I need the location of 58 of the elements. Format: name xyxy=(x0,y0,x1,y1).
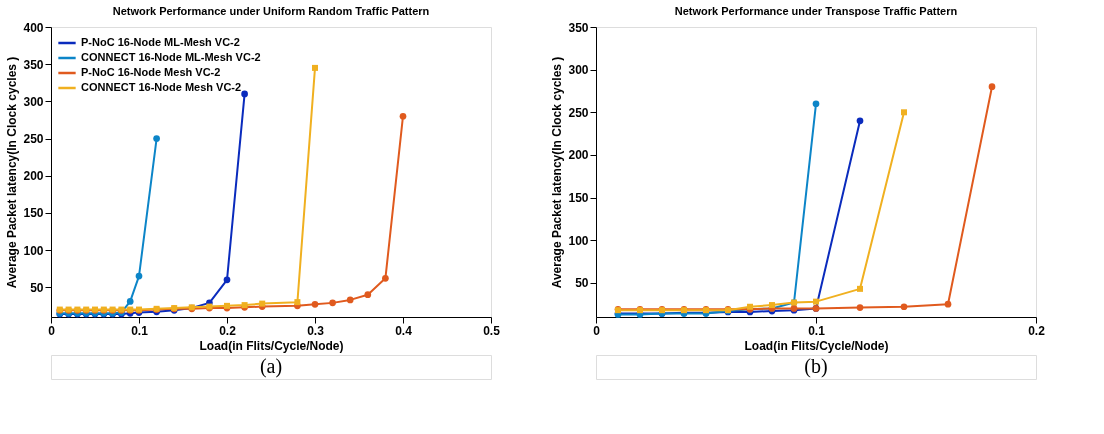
x-tick-label: 0.1 xyxy=(808,323,826,338)
point xyxy=(856,304,864,311)
x-axis-title: Load(in Flits/Cycle/Node) xyxy=(744,338,889,353)
point xyxy=(901,109,907,116)
point xyxy=(135,272,143,280)
point xyxy=(988,83,996,91)
point xyxy=(311,301,319,308)
x-tick-label: 0 xyxy=(48,323,56,338)
legend-label: CONNECT 16-Node Mesh VC-2 xyxy=(81,81,242,93)
point xyxy=(856,117,864,125)
point xyxy=(900,303,908,311)
point xyxy=(126,298,134,305)
y-tick-label: 250 xyxy=(23,132,44,147)
point xyxy=(241,90,248,98)
legend-label: P-NoC 16-Node Mesh VC-2 xyxy=(81,66,221,78)
x-tick-label: 0.1 xyxy=(131,323,149,338)
x-tick-label: 0.3 xyxy=(307,323,325,338)
x-tick-label: 0 xyxy=(593,323,601,338)
x-tick-label: 0.5 xyxy=(483,323,501,338)
text: (b) xyxy=(804,355,828,378)
chart-title: Network Performance under Transpose Traffic Pattern xyxy=(674,5,958,17)
point xyxy=(812,100,820,108)
y-tick-label: 350 xyxy=(23,57,44,72)
point xyxy=(312,64,318,71)
point xyxy=(857,285,863,292)
point xyxy=(364,291,372,299)
y-tick-label: 100 xyxy=(23,243,44,258)
point xyxy=(329,299,336,307)
point xyxy=(813,298,819,305)
y-tick-label: 350 xyxy=(568,20,589,35)
legend-label: P-NoC 16-Node ML-Mesh VC-2 xyxy=(81,36,240,48)
point xyxy=(153,135,160,142)
y-tick-label: 100 xyxy=(568,233,589,248)
y-tick-label: 200 xyxy=(23,169,44,184)
y-tick-label: 50 xyxy=(30,280,44,295)
y-tick-label: 400 xyxy=(23,20,44,35)
point xyxy=(223,276,231,284)
text: (a) xyxy=(259,355,283,378)
x-tick-label: 0.2 xyxy=(219,323,237,338)
y-axis-title: Average Packet latency(In Clock cycles ) xyxy=(550,56,565,289)
point xyxy=(944,300,952,308)
x-axis-title: Load(in Flits/Cycle/Node) xyxy=(199,338,344,353)
y-tick-label: 50 xyxy=(575,276,589,291)
y-tick-label: 200 xyxy=(568,148,589,163)
point xyxy=(294,299,301,306)
y-tick-label: 150 xyxy=(568,191,589,206)
point xyxy=(346,296,354,304)
point xyxy=(399,112,407,120)
y-axis-title: Average Packet latency(In Clock cycles ) xyxy=(5,56,20,289)
x-tick-label: 0.4 xyxy=(395,323,413,338)
y-tick-label: 300 xyxy=(23,94,44,109)
y-tick-label: 250 xyxy=(568,105,589,120)
chart-title: Network Performance under Uniform Random Traffic Pattern xyxy=(112,5,430,17)
y-tick-label: 150 xyxy=(23,206,44,221)
x-tick-label: 0.2 xyxy=(1028,323,1046,338)
point xyxy=(382,274,389,282)
y-tick-label: 300 xyxy=(568,63,589,78)
legend-label: CONNECT 16-Node ML-Mesh VC-2 xyxy=(81,51,261,63)
